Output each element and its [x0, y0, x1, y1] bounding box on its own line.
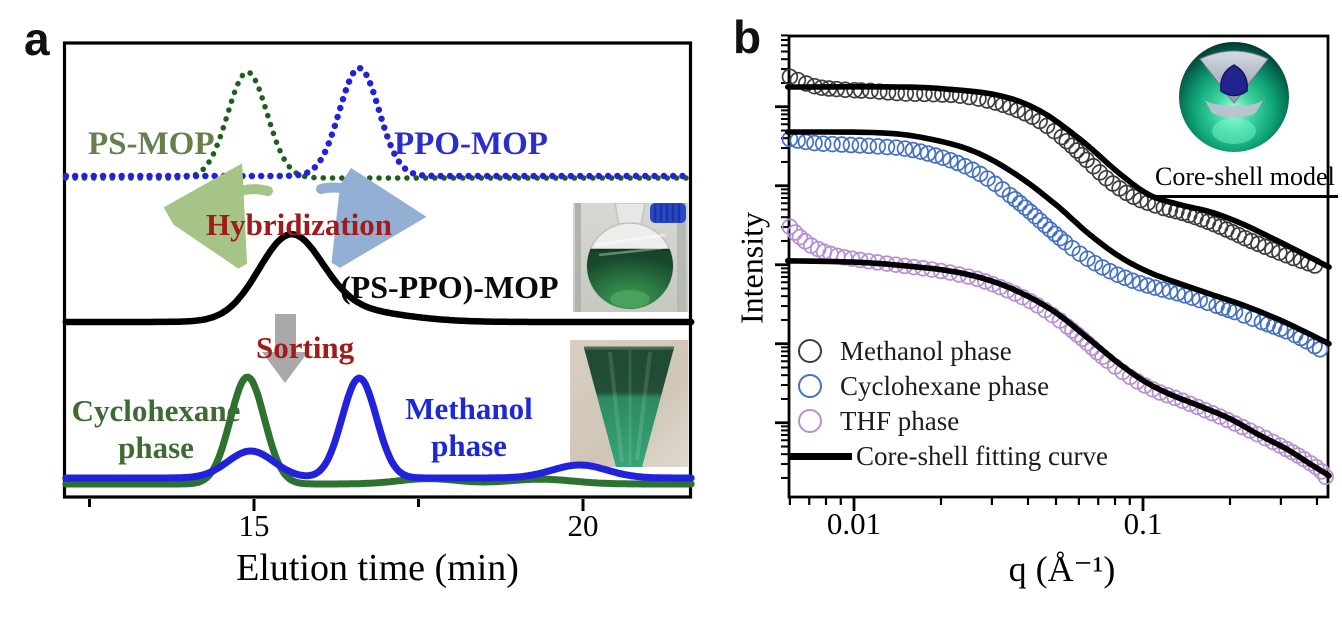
methanol-phase-line1: Methanol	[405, 391, 533, 426]
panel-b-letter: b	[733, 11, 762, 63]
core-shell-model-caption: Core-shell model	[1152, 162, 1338, 198]
legend-item-core-shell-fitting-curve: Core-shell fitting curve	[790, 440, 1108, 471]
flask-photo	[573, 202, 688, 312]
panel-a-letter: a	[24, 13, 50, 65]
methanol-phase-label: Methanol phase	[388, 390, 550, 464]
flask-blue-cap	[650, 203, 686, 223]
panel-b-tick-001: 0.01	[826, 506, 882, 541]
ps-mop-label: PS-MOP	[88, 126, 215, 162]
panel-a-tick-20: 20	[567, 508, 599, 543]
legend-item-cyclohexane-phase: Cyclohexane phase	[798, 370, 1108, 401]
legend-label: Core-shell fitting curve	[856, 440, 1108, 471]
panel-b-tick-01: 0.1	[1123, 506, 1163, 541]
cyclohexane-phase-label: Cyclohexane phase	[52, 392, 260, 466]
legend-item-methanol-phase: Methanol phase	[798, 335, 1108, 366]
core-shell-sphere-icon	[1179, 42, 1289, 152]
legend-label: Methanol phase	[840, 335, 1012, 366]
panel-a-tick-15: 15	[238, 508, 270, 543]
sorting-label: Sorting	[256, 330, 355, 365]
legend-item-thf-phase: THF phase	[798, 405, 1108, 436]
vial-photo	[570, 340, 688, 467]
ps-ppo-mop-label: (PS-PPO)-MOP	[340, 269, 559, 305]
panel-b-y-axis-title: Intensity	[733, 212, 770, 324]
methanol-phase-line2: phase	[431, 428, 507, 463]
cyclohexane-phase-line1: Cyclohexane	[71, 393, 241, 428]
legend-label: THF phase	[840, 405, 960, 436]
legend-circle-icon	[798, 339, 822, 363]
panel-b-legend: Methanol phase Cyclohexane phase THF phase…	[790, 335, 1108, 477]
hybridization-label: Hybridization	[206, 207, 393, 242]
legend-circle-icon	[798, 409, 822, 433]
vial-photo-drawing	[584, 346, 674, 467]
flask-photo-drawing	[575, 202, 686, 312]
panel-a-x-axis-title: Elution time (min)	[236, 547, 519, 589]
legend-circle-icon	[798, 374, 822, 398]
legend-label: Cyclohexane phase	[840, 370, 1050, 401]
ppo-mop-label: PPO-MOP	[394, 126, 548, 162]
cyclohexane-phase-line2: phase	[118, 430, 194, 465]
panel-b-x-axis-title: q (Å⁻¹)	[1008, 549, 1116, 589]
panel-a-x-ticks	[88, 499, 585, 511]
legend-line-icon	[790, 452, 852, 460]
